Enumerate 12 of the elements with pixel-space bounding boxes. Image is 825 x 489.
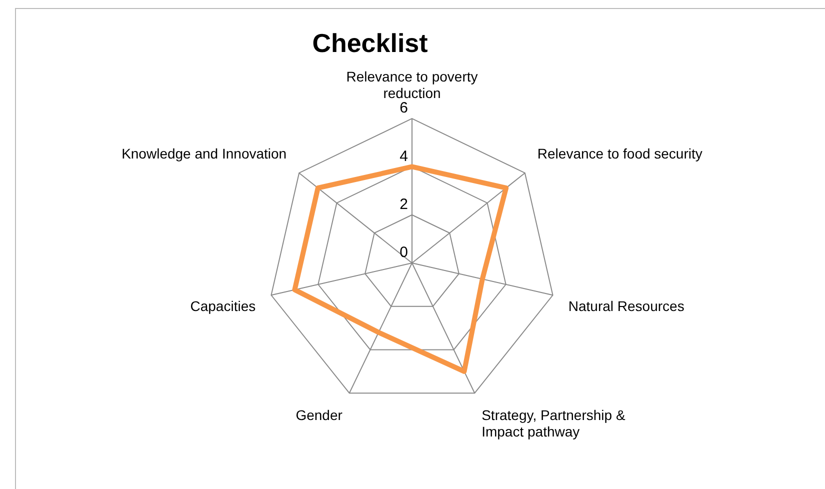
y-tick-label: 6 <box>400 100 408 117</box>
spoke-label: Capacities <box>190 298 256 314</box>
spoke-label: Strategy, Partnership & Impact pathway <box>482 406 626 440</box>
spoke-label: Relevance to poverty reduction <box>346 68 478 102</box>
y-tick-label: 4 <box>400 148 408 165</box>
chart-title: Checklist <box>311 28 429 59</box>
spoke-label: Natural Resources <box>568 298 684 314</box>
spoke-label: Relevance to food security <box>537 145 702 162</box>
y-tick-label: 0 <box>400 244 408 262</box>
spoke-label: Gender <box>296 406 343 423</box>
y-tick-label: 2 <box>400 196 408 214</box>
spoke-label: Knowledge and Innovation <box>122 145 287 162</box>
